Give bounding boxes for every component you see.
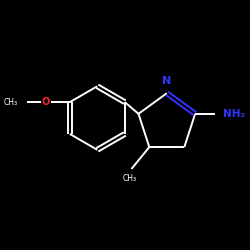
Text: CH₃: CH₃ bbox=[4, 98, 18, 107]
Text: NH₂: NH₂ bbox=[223, 109, 245, 119]
Text: N: N bbox=[162, 76, 172, 86]
Text: O: O bbox=[42, 97, 50, 107]
Text: CH₃: CH₃ bbox=[122, 174, 136, 183]
